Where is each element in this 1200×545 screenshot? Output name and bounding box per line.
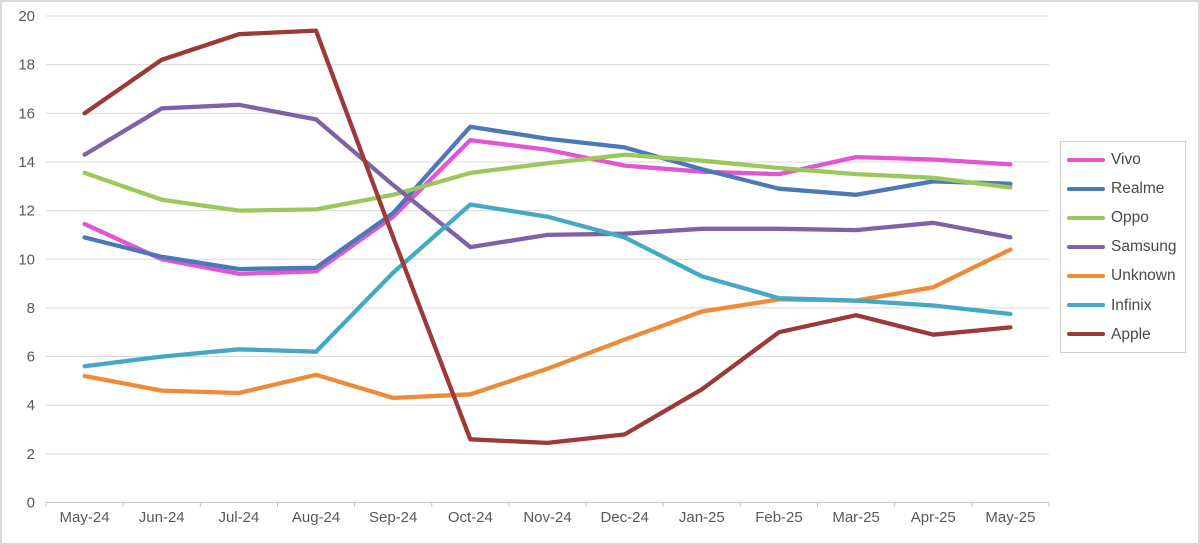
legend-swatch-unknown (1067, 274, 1105, 279)
legend-label-realme: Realme (1111, 179, 1165, 197)
x-axis-label: Feb-25 (755, 509, 803, 526)
legend-label-vivo: Vivo (1111, 150, 1141, 168)
legend-item-realme[interactable]: Realme (1067, 181, 1185, 197)
x-axis-label: Aug-24 (292, 509, 340, 526)
y-axis-label: 8 (27, 300, 35, 317)
legend-label-oppo: Oppo (1111, 209, 1149, 227)
legend-item-unknown[interactable]: Unknown (1067, 268, 1185, 284)
y-axis-label: 12 (18, 203, 35, 220)
legend-swatch-infinix (1067, 303, 1105, 308)
y-axis-label: 10 (18, 251, 35, 268)
y-axis-label: 6 (27, 349, 35, 366)
x-axis-label: Apr-25 (911, 509, 956, 526)
x-axis-label: Jan-25 (679, 509, 725, 526)
legend-item-apple[interactable]: Apple (1067, 327, 1185, 343)
legend-item-vivo[interactable]: Vivo (1067, 152, 1185, 168)
legend-swatch-realme (1067, 186, 1105, 191)
x-axis-label: Sep-24 (369, 509, 417, 526)
y-axis-label: 2 (27, 446, 35, 463)
x-axis-label: Dec-24 (600, 509, 648, 526)
y-axis-label: 14 (18, 154, 35, 171)
x-axis-label: Nov-24 (523, 509, 571, 526)
legend-item-oppo[interactable]: Oppo (1067, 210, 1185, 226)
y-axis-label: 18 (18, 57, 35, 74)
legend-label-infinix: Infinix (1111, 296, 1152, 314)
x-axis-label: Jun-24 (139, 509, 185, 526)
x-axis-label: May-25 (985, 509, 1035, 526)
y-axis-label: 20 (18, 8, 35, 25)
y-axis-label: 0 (27, 495, 35, 512)
x-axis-label: Mar-25 (832, 509, 880, 526)
legend-label-unknown: Unknown (1111, 267, 1176, 285)
legend-swatch-samsung (1067, 244, 1105, 249)
y-axis-label: 16 (18, 105, 35, 122)
x-axis-label: Jul-24 (218, 509, 259, 526)
legend-swatch-vivo (1067, 157, 1105, 162)
series-line-oppo (82, 152, 1013, 213)
legend: Vivo Realme Oppo Samsung Unknown Infinix Apple (1060, 141, 1186, 353)
series-line-apple (82, 28, 1013, 446)
x-axis-label: May-24 (60, 509, 110, 526)
legend-swatch-oppo (1067, 215, 1105, 220)
legend-swatch-apple (1067, 332, 1105, 337)
legend-item-infinix[interactable]: Infinix (1067, 298, 1185, 314)
series-line-infinix (82, 202, 1013, 369)
series-line-vivo (82, 137, 1013, 276)
series-line-samsung (82, 102, 1013, 250)
x-axis-label: Oct-24 (448, 509, 493, 526)
legend-label-apple: Apple (1111, 325, 1151, 343)
legend-label-samsung: Samsung (1111, 238, 1177, 256)
y-axis-label: 4 (27, 397, 35, 414)
legend-item-samsung[interactable]: Samsung (1067, 239, 1185, 255)
series-line-realme (82, 124, 1013, 272)
